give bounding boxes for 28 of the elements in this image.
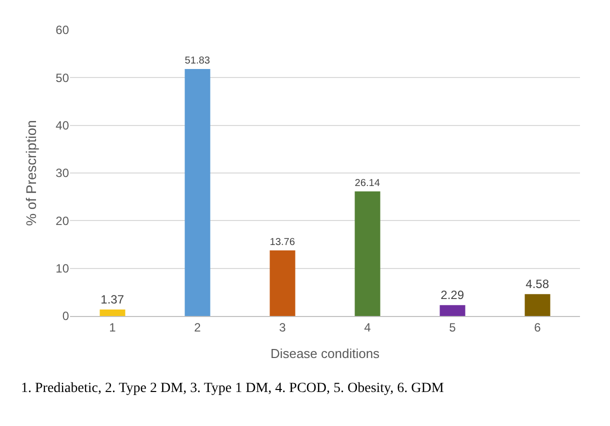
x-tick-label: 6 — [534, 320, 542, 334]
bar — [270, 250, 296, 316]
bar — [440, 305, 466, 316]
data-label: 1.37 — [100, 292, 124, 306]
data-label: 4.58 — [526, 277, 550, 292]
y-tick-label: 40 — [56, 118, 70, 133]
data-label: 13.76 — [270, 236, 296, 248]
y-tick-label: 10 — [56, 262, 70, 276]
x-tick-label: 5 — [449, 320, 456, 334]
x-tick-label: 1 — [109, 320, 116, 334]
bar — [354, 191, 380, 316]
data-label: 51.83 — [184, 55, 210, 66]
x-tick-label: 3 — [279, 320, 286, 334]
y-axis-title: % of Prescription — [23, 120, 40, 226]
x-axis-title: Disease conditions — [270, 346, 380, 361]
y-tick-label: 60 — [56, 23, 70, 38]
bar — [184, 68, 210, 316]
data-label: 26.14 — [354, 178, 380, 189]
y-tick-label: 30 — [56, 166, 70, 180]
bar — [100, 309, 126, 316]
data-label: 2.29 — [440, 288, 464, 302]
text: 1. Prediabetic, 2. Type 2 DM, 3. Type 1 DM, 4. PCOD, 5. Obesity, 6. GDM — [21, 381, 444, 396]
x-tick-label: 2 — [194, 320, 202, 334]
x-tick-label: 4 — [364, 320, 372, 334]
y-tick-label: 0 — [62, 309, 70, 324]
y-tick-label: 50 — [56, 70, 70, 85]
bar — [524, 294, 550, 316]
y-tick-label: 20 — [56, 214, 70, 228]
